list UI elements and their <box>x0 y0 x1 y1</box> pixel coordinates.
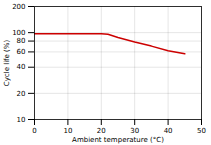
svg-text:Cycle life (%): Cycle life (%) <box>3 40 11 87</box>
svg-text:10: 10 <box>63 127 72 135</box>
svg-text:0: 0 <box>32 127 36 135</box>
svg-text:200: 200 <box>12 3 25 11</box>
svg-text:Ambient temperature (°C): Ambient temperature (°C) <box>72 136 164 144</box>
svg-text:40: 40 <box>17 63 26 71</box>
svg-text:20: 20 <box>17 90 26 98</box>
svg-text:50: 50 <box>197 127 206 135</box>
svg-text:60: 60 <box>17 48 26 56</box>
svg-text:100: 100 <box>12 29 25 37</box>
svg-text:20: 20 <box>97 127 106 135</box>
svg-text:10: 10 <box>17 116 26 124</box>
svg-text:30: 30 <box>130 127 139 135</box>
svg-text:80: 80 <box>17 37 26 45</box>
svg-text:40: 40 <box>164 127 173 135</box>
